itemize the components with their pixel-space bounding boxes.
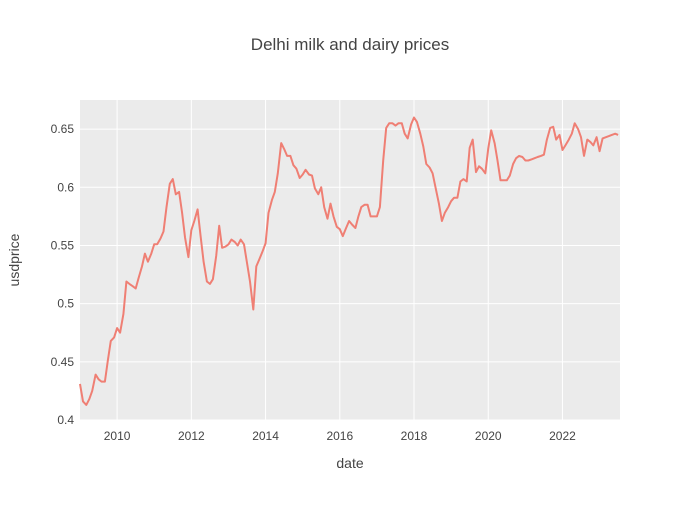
x-tick-label: 2016	[326, 429, 353, 443]
series-layer	[79, 116, 619, 406]
x-tick-label: 2014	[252, 429, 279, 443]
x-tick-label: 2010	[104, 429, 131, 443]
y-tick-label: 0.5	[57, 297, 74, 311]
y-axis-ticks: 0.4 0.45 0.5 0.55 0.6 0.65	[51, 122, 75, 427]
y-tick-label: 0.65	[51, 122, 75, 136]
x-tick-label: 2018	[401, 429, 428, 443]
x-axis-ticks: 2010 2012 2014 2016 2018 2020 2022	[104, 429, 576, 443]
x-tick-label: 2020	[475, 429, 502, 443]
y-axis-title: usdprice	[6, 233, 22, 286]
y-tick-label: 0.4	[57, 413, 74, 427]
series-line	[79, 116, 619, 406]
x-tick-label: 2022	[549, 429, 576, 443]
y-tick-label: 0.55	[51, 238, 75, 252]
x-tick-label: 2012	[178, 429, 205, 443]
x-axis-title: date	[336, 455, 363, 471]
gridlines	[80, 100, 620, 421]
plot-area	[80, 100, 620, 420]
y-tick-label: 0.45	[51, 355, 75, 369]
y-tick-label: 0.6	[57, 180, 74, 194]
chart-title: Delhi milk and dairy prices	[251, 35, 449, 54]
